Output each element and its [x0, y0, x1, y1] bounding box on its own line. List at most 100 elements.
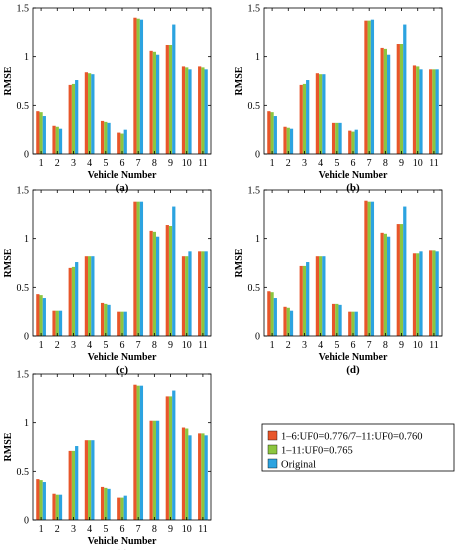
- xtick-label: 9: [168, 524, 173, 535]
- bar-s2-v5: [104, 121, 108, 154]
- bar-s2-v10: [185, 428, 189, 520]
- xtick-label: 5: [103, 524, 108, 535]
- xtick-label: 1: [270, 158, 275, 169]
- bar-s1-v10: [412, 253, 417, 336]
- bar-s2-v3: [71, 83, 76, 154]
- bar-s1-v4: [315, 73, 320, 154]
- ytick-label: 0.5: [17, 283, 30, 294]
- bar-s1-v11: [198, 66, 202, 154]
- xtick-label: 5: [334, 340, 339, 351]
- xtick-label: 10: [182, 340, 192, 351]
- bar-s2-v11: [432, 250, 436, 336]
- y-axis-label: RMSE: [3, 248, 14, 277]
- bar-s3-v10: [188, 251, 192, 336]
- bar-s2-v4: [88, 73, 92, 154]
- ytick-label: 0: [255, 332, 260, 343]
- x-axis-label: Vehicle Number: [88, 536, 157, 547]
- legend: 1–6:UF0=0.776/7–11:UF0=0.760 1–11:UF0=0.…: [261, 423, 455, 472]
- bar-s3-v5: [107, 304, 111, 336]
- bar-s2-v11: [201, 251, 205, 336]
- bar-s3-v2: [289, 310, 294, 336]
- bar-s1-v1: [36, 294, 40, 336]
- bar-s2-v7: [367, 20, 371, 155]
- x-axis-label: Vehicle Number: [319, 170, 388, 181]
- bar-s3-v4: [91, 74, 95, 154]
- xtick-label: 10: [413, 158, 423, 169]
- panel-label: (e): [116, 548, 129, 550]
- bar-s1-v10: [181, 256, 186, 336]
- xtick-label: 4: [318, 340, 323, 351]
- bar-s3-v2: [58, 494, 63, 520]
- bar-s1-v7: [133, 384, 137, 520]
- panel-label: (b): [346, 182, 360, 194]
- ytick-label: 1.5: [17, 4, 30, 15]
- ytick-label: 0: [255, 150, 260, 161]
- xtick-label: 3: [302, 158, 307, 169]
- legend-label-2: 1–11:UF0=0.765: [281, 446, 353, 457]
- bar-s2-v6: [120, 311, 124, 336]
- bar-s3-v7: [139, 385, 144, 520]
- ytick-label: 1.5: [17, 186, 30, 197]
- bar-s3-v5: [338, 304, 342, 336]
- bar-s1-v4: [84, 72, 89, 154]
- bar-s3-v10: [188, 435, 192, 520]
- bar-s1-v4: [84, 440, 89, 520]
- ytick-label: 1: [24, 52, 29, 63]
- bar-s3-v8: [386, 54, 391, 154]
- bar-s3-v8: [386, 236, 391, 336]
- legend-swatch-1: [267, 430, 278, 441]
- bar-s3-v9: [403, 206, 407, 336]
- bar-s2-v8: [152, 231, 156, 336]
- x-axis-label: Vehicle Number: [88, 170, 157, 181]
- bar-s2-v8: [383, 48, 387, 154]
- xtick-label: 7: [136, 524, 141, 535]
- bar-s3-v3: [306, 80, 310, 154]
- bar-s2-v1: [270, 292, 274, 336]
- bar-s3-v9: [403, 24, 407, 154]
- bar-s1-v3: [68, 84, 72, 154]
- xtick-label: 5: [103, 158, 108, 169]
- bar-s2-v8: [383, 233, 387, 336]
- bar-s2-v9: [168, 226, 173, 336]
- bar-s2-v8: [152, 51, 156, 154]
- bar-s2-v7: [367, 201, 371, 336]
- bar-s2-v3: [71, 266, 76, 336]
- bar-s2-v11: [201, 67, 205, 154]
- xtick-label: 4: [87, 524, 92, 535]
- xtick-label: 2: [286, 158, 291, 169]
- xtick-label: 7: [367, 340, 372, 351]
- xtick-label: 3: [302, 340, 307, 351]
- bar-s1-v11: [198, 251, 202, 336]
- xtick-label: 6: [351, 158, 356, 169]
- xtick-label: 8: [152, 524, 157, 535]
- bar-s2-v5: [104, 303, 108, 336]
- bar-s1-v10: [412, 65, 417, 154]
- bar-s3-v4: [91, 440, 95, 520]
- bar-s2-v2: [286, 307, 290, 336]
- bar-s2-v11: [432, 69, 436, 154]
- xtick-label: 4: [87, 340, 92, 351]
- xtick-label: 2: [286, 340, 291, 351]
- bar-s1-v8: [149, 50, 153, 154]
- bar-s1-v5: [100, 486, 105, 520]
- xtick-label: 7: [367, 158, 372, 169]
- bar-s3-v3: [306, 262, 310, 336]
- xtick-label: 2: [55, 524, 60, 535]
- bar-s2-v7: [136, 385, 140, 520]
- bar-s1-v8: [149, 230, 153, 336]
- legend-swatch-3: [267, 458, 278, 469]
- bar-s1-v6: [117, 132, 121, 154]
- xtick-label: 2: [55, 158, 60, 169]
- bar-s3-v9: [172, 390, 176, 520]
- bar-s2-v10: [185, 256, 189, 336]
- bar-s3-v10: [419, 251, 423, 336]
- bar-s2-v4: [88, 440, 92, 520]
- bar-s1-v8: [149, 420, 153, 520]
- xtick-label: 4: [318, 158, 323, 169]
- panel-label: (a): [116, 182, 129, 194]
- bar-s1-v9: [165, 44, 169, 154]
- bar-s1-v1: [36, 479, 40, 520]
